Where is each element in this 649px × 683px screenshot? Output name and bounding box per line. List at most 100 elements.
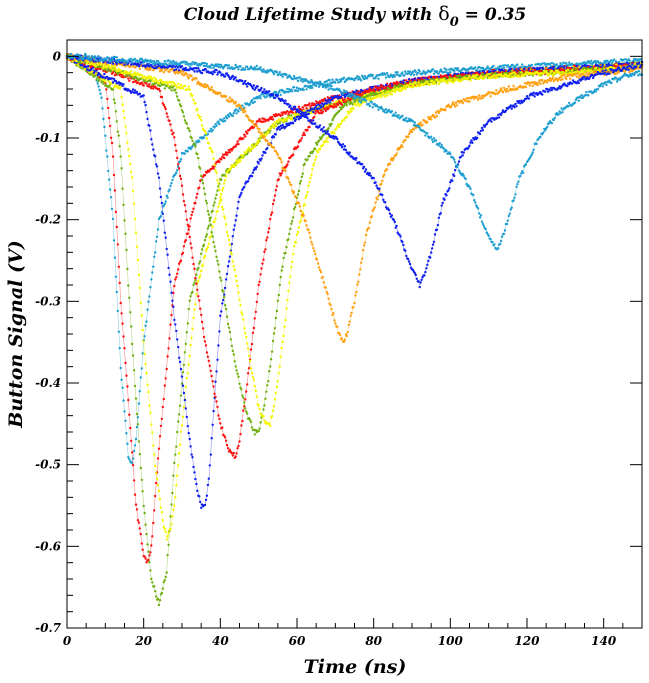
data-point [202, 136, 206, 139]
data-point [259, 97, 262, 100]
data-point [231, 114, 234, 118]
data-point [446, 81, 449, 85]
data-point [417, 81, 420, 84]
data-point [262, 120, 265, 124]
data-point [357, 78, 360, 81]
data-point [264, 96, 267, 99]
data-point [466, 69, 469, 72]
data-point [384, 73, 387, 76]
data-point [362, 77, 366, 81]
data-point [501, 64, 505, 67]
data-point [431, 68, 435, 71]
data-point [262, 93, 265, 96]
data-point [251, 101, 255, 105]
data-point [111, 81, 115, 84]
data-point [534, 63, 537, 66]
data-point [247, 146, 251, 149]
data-point [217, 120, 220, 123]
data-point [187, 85, 190, 88]
data-point [391, 75, 394, 79]
data-point [104, 80, 107, 83]
data-point [128, 79, 131, 83]
data-point [167, 84, 170, 88]
data-point [407, 70, 410, 73]
data-point [405, 79, 408, 82]
data-point [379, 88, 382, 91]
data-point [300, 109, 303, 112]
data-point [396, 71, 399, 74]
series-3 [65, 54, 644, 541]
data-point [304, 104, 307, 107]
data-point [305, 107, 308, 110]
data-point [252, 97, 256, 100]
data-point [442, 71, 445, 74]
data-point [637, 58, 641, 61]
data-point [421, 72, 424, 75]
data-point [174, 72, 177, 75]
data-point [225, 153, 229, 156]
data-point [555, 63, 558, 66]
data-point [411, 84, 415, 87]
data-point [401, 88, 404, 92]
data-point [343, 98, 347, 101]
data-point [385, 71, 389, 75]
data-point [516, 63, 519, 66]
data-point [179, 83, 183, 87]
data-point [426, 80, 429, 83]
data-point [292, 122, 295, 125]
data-point [311, 102, 314, 105]
data-point [367, 96, 371, 100]
data-point [333, 103, 336, 106]
data-point [190, 146, 193, 150]
data-point [222, 120, 225, 123]
data-point [235, 112, 238, 115]
data-point [223, 153, 227, 156]
data-point [628, 59, 631, 62]
series-line [66, 56, 643, 540]
data-point [133, 89, 137, 92]
data-point [496, 76, 499, 79]
data-point [492, 64, 495, 68]
data-point [486, 65, 489, 68]
data-point [590, 59, 593, 63]
data-point [278, 89, 281, 92]
data-point [325, 80, 328, 83]
data-point [253, 100, 256, 104]
data-point [393, 75, 396, 78]
data-point [468, 74, 471, 78]
series-6 [65, 53, 644, 436]
data-point [385, 94, 389, 97]
data-point [331, 78, 334, 81]
data-point [358, 76, 361, 79]
data-point [317, 85, 321, 88]
data-point [408, 70, 412, 73]
data-point [568, 61, 571, 64]
data-point [324, 109, 327, 113]
data-point [376, 74, 379, 77]
data-point [469, 79, 472, 82]
data-point [522, 68, 526, 71]
data-point [363, 75, 367, 78]
data-point [187, 77, 190, 80]
data-point [335, 105, 338, 108]
data-point [511, 63, 514, 67]
data-point [286, 87, 289, 91]
data-point [447, 71, 450, 75]
data-point [296, 89, 300, 93]
data-point [433, 82, 437, 85]
data-point [294, 89, 298, 92]
data-point [311, 86, 314, 89]
data-point [499, 65, 503, 68]
data-point [102, 82, 105, 85]
data-point [343, 95, 347, 99]
series-1 [65, 54, 644, 564]
data-point [297, 105, 301, 109]
data-point [427, 76, 430, 80]
data-point [258, 117, 261, 121]
data-point [437, 72, 440, 75]
data-point [291, 90, 294, 93]
data-point [302, 88, 305, 92]
data-point [122, 83, 125, 86]
data-point [552, 66, 555, 69]
data-point [538, 74, 541, 77]
